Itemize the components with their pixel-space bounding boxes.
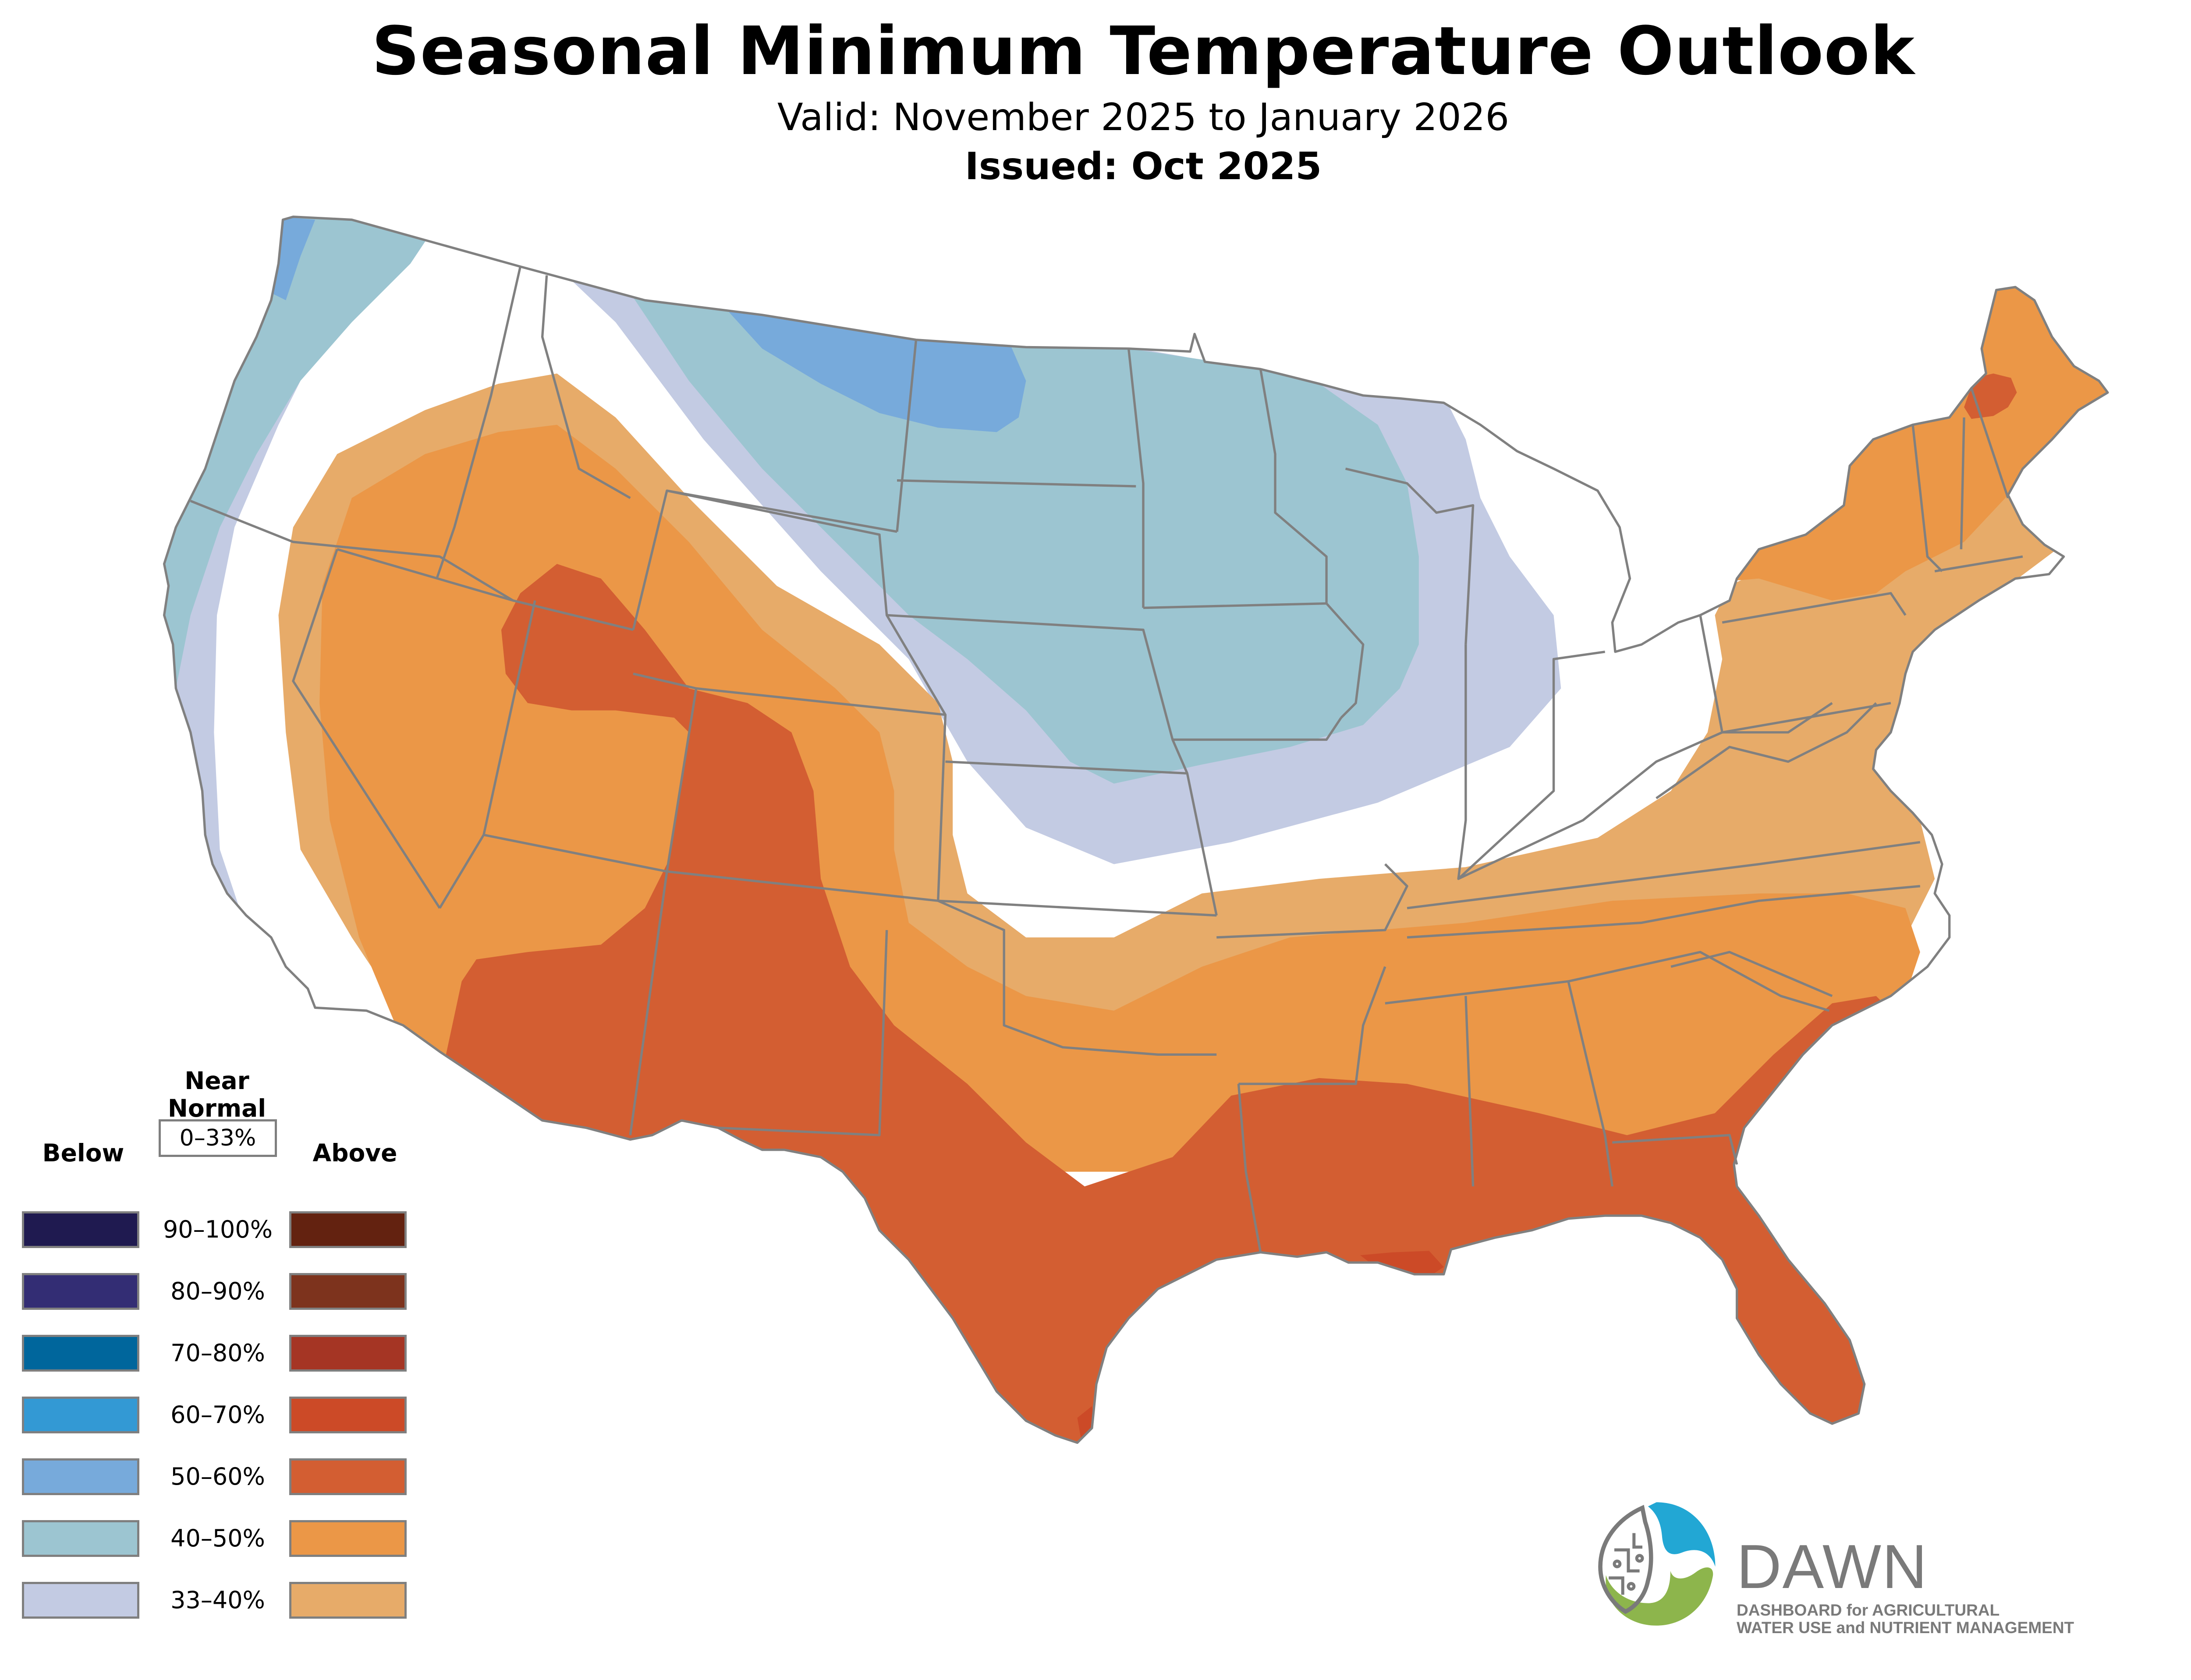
- state-line-vt-nh: [1960, 417, 1965, 549]
- legend-swatch-below: [22, 1520, 139, 1557]
- legend-swatch-above: [289, 1211, 407, 1248]
- state-line-ga-fl: [1612, 1134, 1738, 1165]
- near-normal-heading-line1: Near: [184, 1067, 249, 1095]
- valid-period: Valid: November 2025 to January 2026: [777, 95, 1510, 139]
- above-heading: Above: [312, 1139, 397, 1167]
- legend-range-label: 60–70%: [170, 1401, 265, 1429]
- near-normal-swatch: 0–33%: [159, 1119, 277, 1157]
- state-boundaries: [164, 217, 2108, 1443]
- state-line-mn-ia: [1143, 602, 1327, 609]
- legend-swatch-above: [289, 1520, 407, 1557]
- state-line-tx-la: [1237, 1083, 1262, 1253]
- legend-swatch-above: [289, 1582, 407, 1619]
- state-line-nd-sd: [897, 479, 1136, 488]
- state-line-ks-ok: [938, 899, 1217, 917]
- state-line-ky-oh-wv: [1458, 702, 1833, 880]
- state-line-pa: [1699, 615, 1891, 734]
- above-40-50-region-northeast: [1671, 287, 2108, 601]
- state-line-nm-tx: [718, 930, 888, 1136]
- state-line-nh-me: [1970, 388, 2010, 499]
- near-normal-heading-line2: Normal: [167, 1094, 266, 1122]
- legend-range-label: 33–40%: [170, 1586, 265, 1614]
- state-line-mt-nd: [896, 340, 918, 532]
- dawn-logo: DAWN DASHBOARD for AGRICULTURAL WATER US…: [1586, 1494, 2074, 1637]
- legend-range-label: 70–80%: [170, 1339, 265, 1367]
- legend-swatch-below: [22, 1397, 139, 1433]
- state-line-ms: [1464, 996, 1475, 1187]
- legend-swatch-below: [22, 1211, 139, 1248]
- below-heading: Below: [42, 1139, 124, 1167]
- state-line-ut-az: [483, 834, 939, 902]
- state-line-or-id: [436, 266, 522, 579]
- state-line-mo-ar: [1216, 863, 1408, 939]
- legend-range-label: 40–50%: [170, 1524, 265, 1552]
- state-line-il-in-oh: [1457, 644, 1606, 880]
- state-line-wa-or: [190, 499, 514, 602]
- state-line-id-mt: [541, 275, 631, 499]
- state-line-ma: [1934, 555, 2023, 573]
- state-line-nd-mn: [1127, 348, 1145, 608]
- issued-date: Issued: Oct 2025: [964, 145, 1322, 188]
- state-line-ar-la: [1238, 966, 1386, 1085]
- legend-swatch-below: [22, 1335, 139, 1372]
- logo-tagline-line1: DASHBOARD for AGRICULTURAL: [1737, 1601, 2000, 1619]
- legend-range-label: 90–100%: [163, 1216, 273, 1243]
- legend-swatch-above: [289, 1458, 407, 1495]
- state-line-or-ca-nv: [337, 548, 634, 631]
- state-line-sd-ne: [886, 614, 1188, 774]
- below-50-60-region-montana: [718, 300, 1026, 432]
- legend-swatch-above: [289, 1273, 407, 1310]
- state-line-az-nm: [629, 871, 668, 1135]
- state-line-nv-ca: [292, 548, 441, 909]
- state-line-tn-ky: [1407, 841, 1921, 909]
- legend-swatch-below: [22, 1458, 139, 1495]
- state-line-va-wv: [1656, 702, 1877, 799]
- legend-swatch-below: [22, 1582, 139, 1619]
- legend-range-label: 50–60%: [170, 1463, 265, 1490]
- state-line-wi-il-mi: [1345, 467, 1475, 645]
- state-line-ut-wy: [632, 489, 947, 715]
- legend-swatch-below: [22, 1273, 139, 1310]
- logo-wordmark: DAWN: [1737, 1532, 1928, 1602]
- above-60-70-region-la: [1360, 1251, 1444, 1282]
- legend: Near Normal 0–33% Below Above 90–100% 80–…: [0, 0, 438, 1680]
- state-line-al-ga: [1568, 951, 1830, 1012]
- legend-swatch-above: [289, 1397, 407, 1433]
- state-line-co: [696, 687, 947, 901]
- state-line-ms-al: [1385, 980, 1614, 1187]
- logo-tagline-line2: WATER USE and NUTRIENT MANAGEMENT: [1737, 1619, 2074, 1637]
- state-line-sc-nc: [1670, 951, 1833, 997]
- dawn-logo-mark-icon: [1598, 1502, 1716, 1626]
- state-line-tn-nc: [1407, 885, 1921, 939]
- legend-range-label: 80–90%: [170, 1277, 265, 1305]
- state-line-ia-mo: [1172, 717, 1342, 741]
- state-line-tx-ok: [937, 899, 1217, 1056]
- state-line-ny-vt: [1911, 424, 1943, 572]
- below-40-50-region-central: [630, 293, 1419, 784]
- state-line-ny-pa: [1722, 592, 1907, 624]
- map-title: Seasonal Minimum Temperature Outlook: [372, 12, 1915, 90]
- state-line-mn-wi: [1259, 369, 1365, 719]
- legend-swatch-above: [289, 1335, 407, 1372]
- state-line-mt-wy: [667, 489, 897, 533]
